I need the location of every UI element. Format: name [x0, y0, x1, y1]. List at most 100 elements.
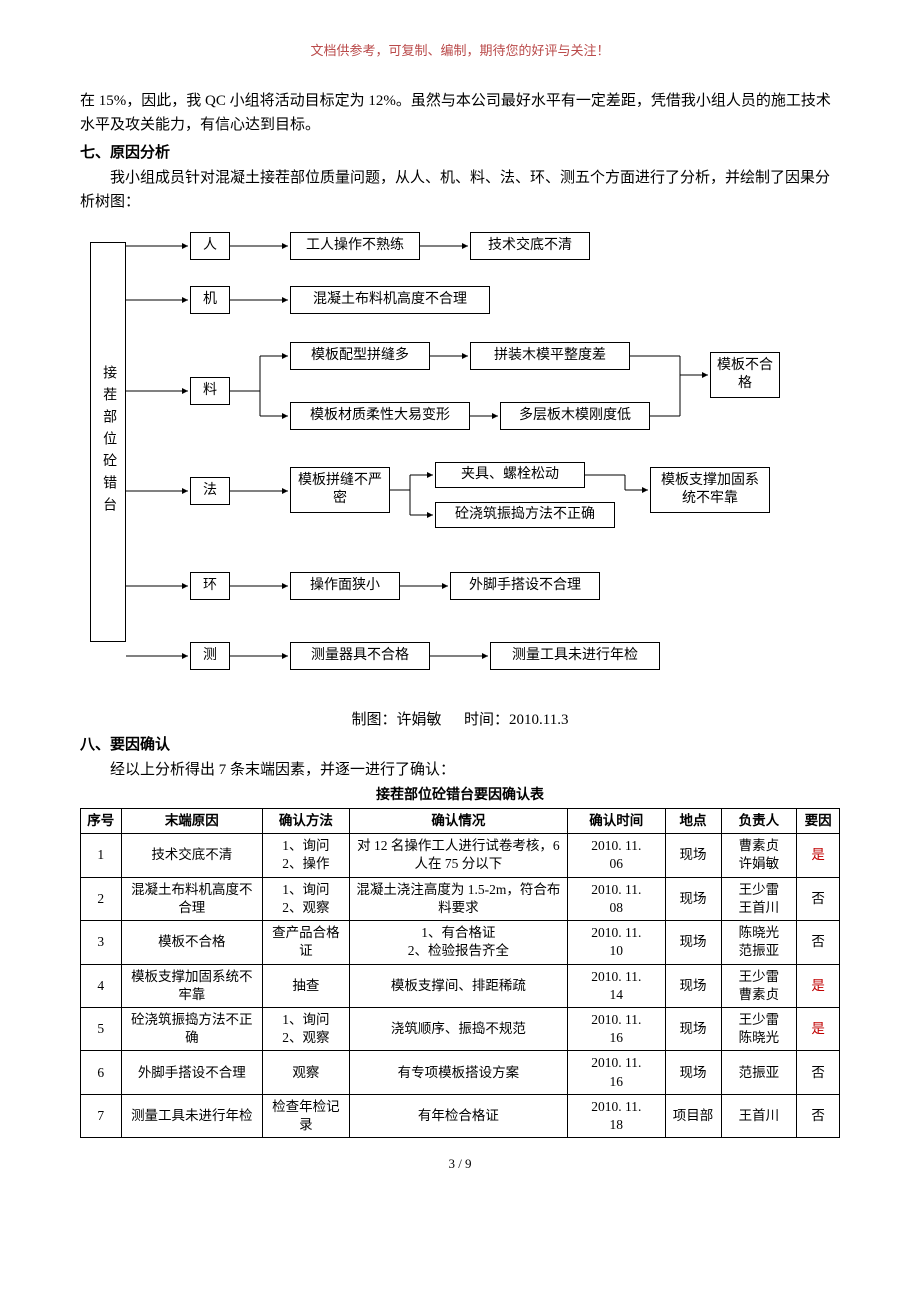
node-fa4: 模板支撑加固系统不牢靠	[650, 467, 770, 513]
node-ce2: 测量工具未进行年检	[490, 642, 660, 670]
cell-status: 模板支撑间、排距稀疏	[349, 964, 567, 1007]
cell-owner: 陈晓光 范振亚	[721, 921, 797, 964]
node-liao2: 拼装木模平整度差	[470, 342, 630, 370]
cell-owner: 王少雷 王首川	[721, 877, 797, 920]
section-8-heading: 八、要因确认	[80, 733, 840, 754]
node-liao5: 模板不合格	[710, 352, 780, 398]
cell-place: 现场	[665, 877, 721, 920]
cell-time: 2010. 11. 06	[567, 834, 665, 877]
cell-owner: 王首川	[721, 1094, 797, 1137]
th-result: 要因	[797, 809, 840, 834]
cell-time: 2010. 11. 16	[567, 1007, 665, 1050]
table-title: 接茬部位砼错台要因确认表	[80, 784, 840, 804]
cell-seq: 5	[81, 1007, 122, 1050]
th-method: 确认方法	[263, 809, 350, 834]
cat-ce: 测	[190, 642, 230, 670]
caption-author-label: 制图：	[352, 712, 397, 728]
node-ce1: 测量器具不合格	[290, 642, 430, 670]
section-8-paragraph: 经以上分析得出 7 条末端因素，并逐一进行了确认：	[80, 758, 840, 782]
tree-root: 接茬部位砼错台	[90, 242, 126, 642]
cell-cause: 模板不合格	[121, 921, 262, 964]
table-row: 7测量工具未进行年检检查年检记录有年检合格证2010. 11. 18项目部王首川…	[81, 1094, 840, 1137]
node-ji1: 混凝土布料机高度不合理	[290, 286, 490, 314]
table-row: 3模板不合格查产品合格证1、有合格证 2、检验报告齐全2010. 11. 10现…	[81, 921, 840, 964]
cell-owner: 曹素贞 许娟敏	[721, 834, 797, 877]
cell-cause: 模板支撑加固系统不牢靠	[121, 964, 262, 1007]
table-row: 2混凝土布料机高度不合理1、询问 2、观察混凝土浇注高度为 1.5-2m，符合布…	[81, 877, 840, 920]
cell-seq: 7	[81, 1094, 122, 1137]
caption-time-label: 时间：	[464, 712, 509, 728]
cell-time: 2010. 11. 16	[567, 1051, 665, 1094]
table-head: 序号 末端原因 确认方法 确认情况 确认时间 地点 负责人 要因	[81, 809, 840, 834]
cell-status: 1、有合格证 2、检验报告齐全	[349, 921, 567, 964]
node-huan2: 外脚手搭设不合理	[450, 572, 600, 600]
cell-seq: 1	[81, 834, 122, 877]
node-liao3: 模板材质柔性大易变形	[290, 402, 470, 430]
th-owner: 负责人	[721, 809, 797, 834]
cell-time: 2010. 11. 18	[567, 1094, 665, 1137]
cell-status: 有年检合格证	[349, 1094, 567, 1137]
cell-result: 是	[797, 964, 840, 1007]
table-row: 5砼浇筑振捣方法不正确1、询问 2、观察浇筑顺序、振捣不规范2010. 11. …	[81, 1007, 840, 1050]
cell-place: 现场	[665, 1007, 721, 1050]
cell-method: 1、询问 2、操作	[263, 834, 350, 877]
cell-status: 浇筑顺序、振捣不规范	[349, 1007, 567, 1050]
cell-time: 2010. 11. 08	[567, 877, 665, 920]
cell-cause: 外脚手搭设不合理	[121, 1051, 262, 1094]
header-note: 文档供参考，可复制、编制，期待您的好评与关注！	[80, 40, 840, 59]
cell-result: 是	[797, 1007, 840, 1050]
cell-method: 检查年检记录	[263, 1094, 350, 1137]
cell-result: 是	[797, 834, 840, 877]
th-cause: 末端原因	[121, 809, 262, 834]
th-status: 确认情况	[349, 809, 567, 834]
cell-method: 查产品合格证	[263, 921, 350, 964]
node-liao1: 模板配型拼缝多	[290, 342, 430, 370]
cell-method: 1、询问 2、观察	[263, 877, 350, 920]
cell-seq: 4	[81, 964, 122, 1007]
node-fa3: 砼浇筑振捣方法不正确	[435, 502, 615, 528]
node-liao4: 多层板木模刚度低	[500, 402, 650, 430]
cell-result: 否	[797, 1094, 840, 1137]
page-number: 3 / 9	[80, 1156, 840, 1172]
node-ren2: 技术交底不清	[470, 232, 590, 260]
cell-cause: 技术交底不清	[121, 834, 262, 877]
table-row: 4模板支撑加固系统不牢靠抽查模板支撑间、排距稀疏2010. 11. 14现场王少…	[81, 964, 840, 1007]
cell-seq: 3	[81, 921, 122, 964]
table-row: 6外脚手搭设不合理观察有专项模板搭设方案2010. 11. 16现场范振亚否	[81, 1051, 840, 1094]
cell-owner: 范振亚	[721, 1051, 797, 1094]
cell-method: 抽查	[263, 964, 350, 1007]
section-7-paragraph: 我小组成员针对混凝土接茬部位质量问题，从人、机、料、法、环、测五个方面进行了分析…	[80, 166, 840, 214]
cell-status: 混凝土浇注高度为 1.5-2m，符合布料要求	[349, 877, 567, 920]
th-place: 地点	[665, 809, 721, 834]
cat-ren: 人	[190, 232, 230, 260]
node-fa2: 夹具、螺栓松动	[435, 462, 585, 488]
cell-method: 观察	[263, 1051, 350, 1094]
table-row: 1技术交底不清1、询问 2、操作对 12 名操作工人进行试卷考核，6 人在 75…	[81, 834, 840, 877]
cell-place: 项目部	[665, 1094, 721, 1137]
cell-time: 2010. 11. 14	[567, 964, 665, 1007]
caption-time: 2010.11.3	[509, 712, 568, 728]
cell-cause: 砼浇筑振捣方法不正确	[121, 1007, 262, 1050]
cell-status: 有专项模板搭设方案	[349, 1051, 567, 1094]
cell-place: 现场	[665, 1051, 721, 1094]
caption-author: 许娟敏	[397, 712, 442, 728]
section-7-heading: 七、原因分析	[80, 141, 840, 162]
th-seq: 序号	[81, 809, 122, 834]
node-ren1: 工人操作不熟练	[290, 232, 420, 260]
confirmation-table: 序号 末端原因 确认方法 确认情况 确认时间 地点 负责人 要因 1技术交底不清…	[80, 808, 840, 1138]
cell-owner: 王少雷 曹素贞	[721, 964, 797, 1007]
cell-status: 对 12 名操作工人进行试卷考核，6 人在 75 分以下	[349, 834, 567, 877]
cell-owner: 王少雷 陈晓光	[721, 1007, 797, 1050]
cell-result: 否	[797, 877, 840, 920]
cat-huan: 环	[190, 572, 230, 600]
cell-cause: 测量工具未进行年检	[121, 1094, 262, 1137]
cell-cause: 混凝土布料机高度不合理	[121, 877, 262, 920]
cell-time: 2010. 11. 10	[567, 921, 665, 964]
page-content: 文档供参考，可复制、编制，期待您的好评与关注！ 在 15%，因此，我 QC 小组…	[80, 0, 840, 1192]
cell-place: 现场	[665, 964, 721, 1007]
cell-seq: 2	[81, 877, 122, 920]
node-huan1: 操作面狭小	[290, 572, 400, 600]
cell-result: 否	[797, 921, 840, 964]
intro-paragraph: 在 15%，因此，我 QC 小组将活动目标定为 12%。虽然与本公司最好水平有一…	[80, 89, 840, 137]
th-time: 确认时间	[567, 809, 665, 834]
